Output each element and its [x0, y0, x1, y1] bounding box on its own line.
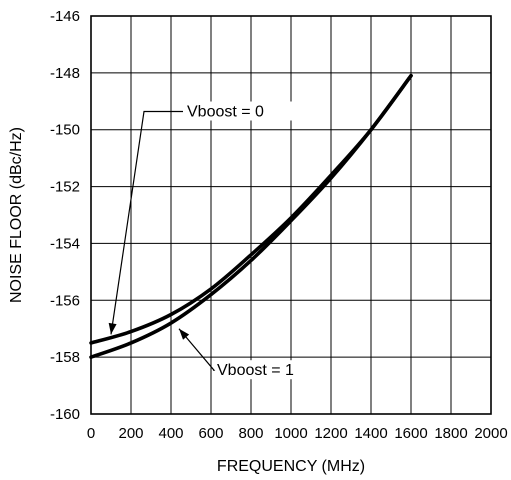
- x-tick-label: 1600: [394, 425, 427, 442]
- plot-frame: [90, 15, 492, 415]
- x-tick-labels: 0 200 400 600 800 1000 1200 1400 1600 1800 2000: [87, 425, 508, 442]
- annotation-label-vboost-0: Vboost = 0: [187, 104, 264, 121]
- annotation-leader: [178, 328, 216, 371]
- y-tick-label: -146: [50, 8, 80, 25]
- x-tick-label: 1000: [274, 425, 307, 442]
- annotation-arrowhead: [108, 322, 117, 335]
- y-tick-label: -160: [50, 406, 80, 423]
- x-tick-label: 600: [198, 425, 223, 442]
- y-tick-labels: -160 -158 -156 -154 -152 -150 -148 -146: [50, 8, 80, 423]
- annotation-label-bg: [215, 360, 327, 380]
- x-tick-label: 400: [158, 425, 183, 442]
- x-tick-label: 800: [238, 425, 263, 442]
- y-tick-label: -152: [50, 179, 80, 196]
- annotation-label-vboost-1: Vboost = 1: [217, 362, 294, 379]
- annotations: Vboost = 0 Vboost = 1: [108, 101, 327, 380]
- y-tick-label: -158: [50, 349, 80, 366]
- annotation-label-bg: [185, 101, 297, 121]
- y-axis-label: NOISE FLOOR (dBc/Hz): [8, 127, 25, 303]
- x-tick-label: 0: [87, 425, 95, 442]
- series-lines: [89, 73, 413, 359]
- y-tick-label: -150: [50, 122, 80, 139]
- grid: [90, 15, 492, 415]
- annotation-leader: [110, 110, 183, 335]
- annotation-arrowhead: [179, 328, 190, 340]
- y-tick-label: -156: [50, 292, 80, 309]
- x-tick-label: 2000: [474, 425, 507, 442]
- x-tick-label: 1200: [314, 425, 347, 442]
- x-tick-label: 200: [118, 425, 143, 442]
- y-tick-label: -148: [50, 65, 80, 82]
- x-axis-label: FREQUENCY (MHz): [217, 458, 365, 475]
- y-tick-label: -154: [50, 235, 80, 252]
- series-line-vboost-1: [89, 73, 413, 359]
- x-tick-label: 1800: [434, 425, 467, 442]
- x-tick-label: 1400: [354, 425, 387, 442]
